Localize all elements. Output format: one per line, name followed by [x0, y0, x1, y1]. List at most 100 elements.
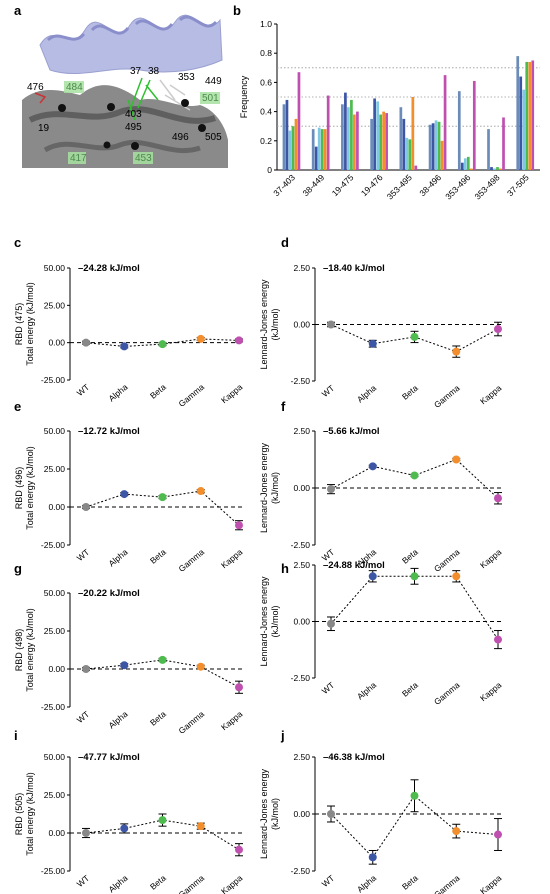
chart-g-total-energy-498: 50.00 25.00 0.00 -25.00 RBD (498) Total energ… [14, 588, 244, 736]
x-tick-label: Kappa [478, 680, 503, 704]
y-tick-label: 0.00 [48, 828, 65, 838]
data-point [327, 485, 335, 494]
y-axis-title: RBD (505) [14, 793, 24, 836]
helix-ribbon [39, 14, 223, 74]
x-tick-label: 353-495 [385, 172, 414, 201]
x-tick-label: 38-496 [417, 172, 443, 198]
y-tick-label: 0.00 [293, 320, 310, 330]
data-point [120, 342, 129, 351]
trend-line [330, 795, 499, 859]
y-tick-label: -25.00 [41, 375, 65, 385]
bar [382, 111, 385, 170]
chart-i-total-energy-505: 50.00 25.00 0.00 -25.00 RBD (505) Total energ… [14, 752, 244, 894]
x-tick-label: Beta [400, 547, 420, 566]
x-tick-label: WT [320, 680, 337, 696]
x-tick-label: Alpha [355, 873, 378, 894]
data-point [452, 572, 461, 581]
bar [431, 123, 435, 170]
y-tick-label: 25.00 [44, 626, 66, 636]
bar [457, 91, 461, 170]
bar [402, 118, 406, 170]
data-point [158, 655, 167, 664]
y-axis-title: (kJ/mol) [270, 472, 280, 504]
data-point [120, 490, 129, 499]
data-point [327, 320, 335, 329]
bar [463, 158, 467, 170]
residue-label: 19 [38, 123, 50, 134]
bar [370, 118, 373, 170]
bar [285, 99, 289, 170]
data-point [410, 332, 419, 341]
bar [411, 97, 415, 170]
bar [525, 61, 529, 170]
bar [311, 129, 315, 170]
chart-e-total-energy-496: 50.00 25.00 0.00 -25.00 RBD (496) Total energ… [14, 426, 244, 574]
x-tick-label: WT [320, 873, 337, 889]
y-tick-label: 0.00 [48, 502, 65, 512]
x-tick-label: Beta [400, 383, 420, 402]
residue-label: 38 [148, 66, 160, 77]
energy-annotation: –12.72 kJ/mol [78, 426, 140, 437]
y-axis-title: (kJ/mol) [270, 798, 280, 830]
data-point [368, 853, 377, 862]
x-tick-label: 19-476 [359, 172, 385, 198]
y-tick-label: 25.00 [44, 300, 66, 310]
x-tick-label: Kappa [478, 547, 503, 571]
panel-letter-c: c [14, 235, 21, 250]
residue-label: 449 [205, 76, 222, 87]
y-tick-label: 0.8 [260, 48, 272, 58]
panel-letter-b: b [233, 3, 241, 18]
chart-h-lj-energy: 2.50 0.00 -2.50 Lennard-Jones energy (kJ/mol… [259, 560, 503, 707]
bar [516, 56, 520, 171]
y-axis-title: RBD (475) [14, 303, 24, 346]
data-point [327, 619, 335, 628]
data-point [368, 339, 377, 348]
y-tick-label: 1.0 [260, 19, 272, 29]
y-tick-label: 0.00 [293, 809, 310, 819]
data-point [82, 503, 90, 511]
data-point [494, 635, 502, 644]
x-tick-label: Gamma [176, 873, 206, 894]
data-point [235, 845, 243, 854]
bar [326, 95, 330, 170]
trend-line [85, 659, 240, 688]
x-tick-label: Beta [148, 382, 168, 401]
residue-label: 496 [172, 132, 189, 143]
bar [291, 126, 295, 170]
panel-letter-d: d [281, 235, 289, 250]
x-tick-label: Gamma [432, 873, 462, 894]
bar [443, 75, 447, 170]
x-tick-label: Alpha [355, 680, 378, 702]
x-tick-label: Kappa [219, 873, 244, 894]
trend-line [330, 458, 499, 499]
x-tick-label: 19-475 [330, 172, 356, 198]
data-point [368, 462, 377, 471]
y-tick-label: 0.4 [260, 107, 272, 117]
y-axis-title: Lennard-Jones energy [259, 768, 269, 859]
y-tick-label: 25.00 [44, 790, 66, 800]
data-point [82, 665, 90, 673]
x-tick-label: Beta [148, 709, 168, 728]
x-tick-label: Beta [400, 873, 420, 892]
y-tick-label: 50.00 [44, 426, 66, 436]
y-axis-title: Total energy (kJ/mol) [25, 446, 35, 530]
bar [460, 162, 464, 170]
bar [294, 118, 298, 170]
energy-annotation: –18.40 kJ/mol [323, 263, 385, 274]
bar [376, 101, 379, 170]
y-tick-label: 25.00 [44, 464, 66, 474]
y-tick-label: 50.00 [44, 588, 66, 598]
x-tick-label: Kappa [478, 873, 503, 894]
panel-letter-h: h [281, 561, 289, 576]
y-tick-label: -2.50 [291, 673, 311, 683]
bar [522, 89, 526, 170]
bar [528, 61, 532, 170]
y-tick-label: 0 [267, 165, 272, 175]
y-tick-label: 0.6 [260, 77, 272, 87]
bar [317, 127, 321, 170]
panel-letter-g: g [14, 561, 22, 576]
bar [428, 124, 432, 170]
bar [493, 168, 496, 170]
